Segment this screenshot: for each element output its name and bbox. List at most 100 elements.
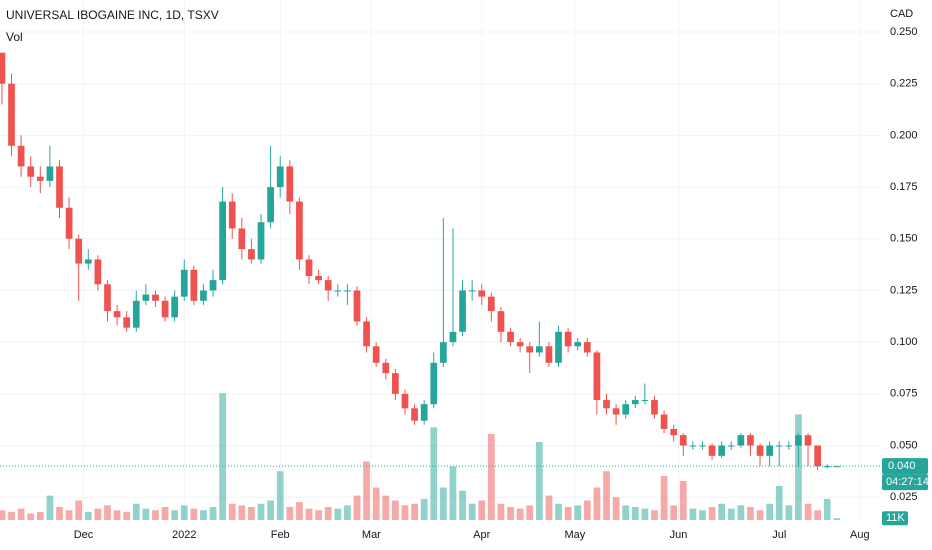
candle-body [392, 373, 399, 394]
candle-body [200, 290, 207, 301]
candle-body [248, 249, 255, 260]
volume-bar [535, 442, 543, 520]
candle-body [689, 445, 697, 447]
volume-bar [65, 510, 73, 520]
x-tick-label: Feb [271, 529, 290, 541]
candle-body [65, 207, 73, 239]
y-tick-label: 0.075 [890, 388, 918, 400]
x-tick-label: Aug [850, 529, 870, 541]
candle-body [161, 300, 169, 318]
volume-bar [631, 507, 639, 520]
candle-body [766, 445, 773, 456]
candle-body [814, 445, 821, 467]
chart-title: UNIVERSAL IBOGAINE INC, 1D, TSXV [6, 8, 219, 22]
volume-bar [228, 503, 236, 520]
volume-bar [8, 511, 15, 520]
candle-body [795, 435, 802, 446]
volume-bar [766, 503, 773, 520]
volume-bar [833, 518, 841, 520]
volume-bar [737, 505, 745, 520]
y-tick-label: 0.025 [890, 491, 918, 503]
y-tick-label: 0.225 [890, 78, 918, 90]
candle-body [401, 393, 409, 409]
candle-body [555, 331, 562, 363]
x-tick-label: Jul [772, 529, 786, 541]
volume-bar [324, 507, 332, 520]
candle-body [679, 435, 687, 446]
candle-body [344, 290, 351, 292]
candle-body [583, 342, 591, 353]
candle-body [535, 346, 543, 353]
volume-bar [756, 510, 764, 520]
volume-bar [132, 503, 140, 520]
volume-bar [276, 471, 284, 520]
volume-bar [660, 476, 668, 520]
candle-body [123, 317, 131, 328]
candle-body [564, 331, 572, 347]
volume-bar [286, 507, 294, 520]
volume-bar [17, 508, 25, 520]
volume-bar [161, 507, 169, 520]
candle-body [0, 52, 6, 84]
candle-body [718, 445, 726, 456]
candle-body [84, 259, 92, 264]
volume-bar [622, 505, 630, 520]
candle-body [8, 83, 15, 146]
volume-bar [248, 507, 255, 520]
candle-body [651, 400, 658, 415]
volume-bar [113, 510, 121, 520]
y-tick-label: 0.125 [890, 284, 918, 296]
candle-body [17, 145, 25, 167]
last-volume-label: 11K [886, 512, 905, 524]
volume-bar [200, 510, 207, 520]
volume-bar [583, 500, 591, 520]
volume-bar [689, 508, 697, 520]
volume-bar [171, 510, 179, 520]
candle-body [449, 331, 457, 343]
candle-body [670, 428, 678, 436]
candle-body [238, 228, 246, 250]
y-tick-label: 0.100 [890, 336, 918, 348]
volume-bar [497, 503, 505, 520]
candle-body [180, 269, 188, 297]
candle-body [296, 201, 303, 260]
volume-bar [363, 461, 370, 520]
y-tick-label: 0.200 [890, 129, 918, 141]
last-price-label: 0.040 [888, 460, 916, 472]
y-tick-label: 0.050 [890, 439, 918, 451]
volume-bar [75, 500, 83, 520]
candle-body [363, 321, 370, 347]
volume-bar [468, 503, 476, 520]
last-volume-box [882, 511, 908, 526]
candle-body [804, 435, 812, 446]
volume-bar [785, 505, 793, 520]
volume-bar [46, 495, 54, 520]
x-tick-label: Dec [74, 529, 94, 541]
candle-body [468, 290, 476, 292]
candle-body [104, 284, 111, 312]
candle-body [152, 294, 159, 301]
candle-body [171, 296, 179, 318]
volume-bar [775, 485, 783, 520]
volume-bar [564, 507, 572, 520]
candle-body [228, 201, 236, 229]
candle-body [660, 414, 668, 429]
volume-bar [641, 508, 649, 520]
candles [0, 52, 841, 471]
candle-body [27, 166, 35, 177]
volume-bar [555, 503, 562, 520]
volume-bar [420, 498, 428, 520]
volume-bar [27, 513, 35, 520]
candle-body [382, 362, 390, 374]
volume-bar [478, 500, 486, 520]
candle-body [526, 346, 534, 353]
candle-body [516, 342, 524, 347]
candle-body [487, 296, 495, 312]
candle-body [574, 342, 582, 347]
candle-body [56, 166, 63, 208]
volume-bar [344, 505, 351, 520]
candle-body [459, 290, 466, 332]
volume-bar [353, 495, 361, 520]
candle-body [353, 290, 361, 322]
volume-bar [603, 471, 610, 520]
